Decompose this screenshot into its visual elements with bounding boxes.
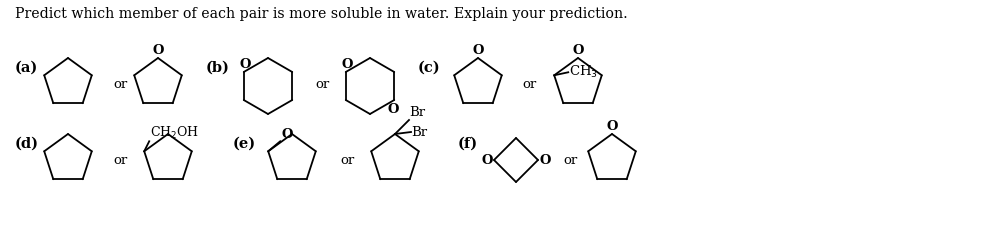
Text: Br: Br <box>409 106 426 119</box>
Text: or: or <box>315 77 329 90</box>
Text: (f): (f) <box>458 137 478 150</box>
Text: or: or <box>563 153 577 166</box>
Text: (c): (c) <box>418 61 440 75</box>
Text: or: or <box>113 77 127 90</box>
Text: Predict which member of each pair is more soluble in water. Explain your predict: Predict which member of each pair is mor… <box>15 7 628 21</box>
Text: O: O <box>388 103 399 116</box>
Text: (e): (e) <box>233 137 256 150</box>
Text: O: O <box>572 44 583 57</box>
Text: O: O <box>152 44 164 57</box>
Text: (d): (d) <box>15 137 39 150</box>
Text: O: O <box>281 128 293 141</box>
Text: (b): (b) <box>206 61 230 75</box>
Text: CH$_3$: CH$_3$ <box>569 64 598 80</box>
Text: or: or <box>113 153 127 166</box>
Text: O: O <box>606 119 618 132</box>
Text: (a): (a) <box>15 61 39 75</box>
Text: O: O <box>341 58 352 71</box>
Text: or: or <box>340 153 354 166</box>
Text: O: O <box>539 153 551 166</box>
Text: Br: Br <box>411 126 428 139</box>
Text: O: O <box>481 153 493 166</box>
Text: CH$_2$OH: CH$_2$OH <box>150 125 199 141</box>
Text: or: or <box>522 77 537 90</box>
Text: O: O <box>472 44 484 57</box>
Text: O: O <box>239 58 251 71</box>
